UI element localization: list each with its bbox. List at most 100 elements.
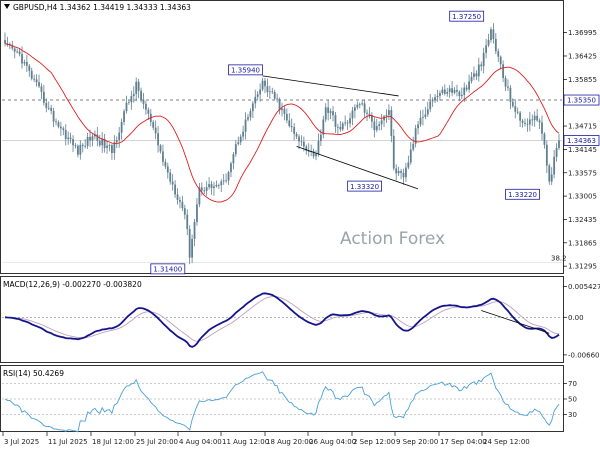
candle-body	[89, 136, 91, 141]
candle-body	[388, 110, 390, 115]
candle-body	[249, 111, 252, 118]
candle-body	[548, 165, 551, 182]
candle-body	[278, 99, 281, 111]
candle-body	[473, 73, 475, 77]
candle-body	[426, 109, 429, 115]
candle-body	[193, 221, 196, 239]
candle-body	[242, 131, 245, 137]
y-tick-label: 1.34715	[568, 123, 597, 131]
candle-body	[40, 86, 43, 92]
x-tick-label: 9 Sep 20:00	[396, 438, 438, 446]
candle-body	[443, 89, 446, 94]
main-panel-frame	[0, 0, 564, 274]
candle-body	[378, 124, 381, 127]
candle-body	[436, 95, 439, 98]
y-tick-label: 1.33005	[568, 193, 597, 201]
candle-body	[28, 65, 31, 71]
candle-body	[222, 180, 225, 182]
candle-body	[358, 104, 361, 106]
candle-body	[422, 116, 424, 118]
candle-body	[533, 115, 536, 121]
candle-body	[276, 98, 279, 100]
candle-body	[111, 145, 113, 153]
candle-body	[59, 126, 62, 129]
candle-body	[115, 140, 118, 143]
candle-body	[118, 132, 121, 141]
candle-body	[324, 107, 327, 120]
watermark: Action Forex	[340, 229, 445, 249]
candle-body	[317, 141, 320, 155]
candle-body	[390, 110, 393, 137]
candle-body	[198, 187, 201, 205]
candle-body	[128, 102, 130, 103]
candle-body	[373, 121, 376, 131]
candle-body	[315, 154, 317, 157]
candle-body	[402, 172, 405, 178]
candle-body	[300, 141, 303, 143]
y-tick-label: 1.36995	[568, 29, 597, 37]
candle-body	[465, 87, 468, 90]
candle-body	[103, 138, 106, 148]
candle-body	[171, 181, 174, 185]
candle-body	[407, 162, 410, 168]
candle-body	[412, 143, 415, 150]
x-tick-label: 17 Sep 04:00	[440, 438, 487, 446]
candle-body	[371, 115, 373, 122]
candle-body	[96, 134, 99, 141]
candle-body	[417, 124, 419, 129]
candle-body	[55, 121, 57, 123]
candle-body	[429, 101, 432, 110]
rsi-y-tick-label: 50	[568, 396, 577, 404]
candle-body	[477, 64, 480, 77]
candle-body	[441, 89, 444, 94]
candle-body	[254, 96, 257, 104]
candle-body	[322, 119, 325, 135]
candle-body	[45, 102, 48, 108]
candle-body	[208, 184, 211, 188]
candle-body	[439, 93, 441, 96]
candle-body	[353, 107, 356, 111]
candle-body	[499, 56, 502, 65]
candle-body	[494, 38, 497, 52]
candle-body	[210, 184, 213, 189]
y-tick-label: 1.35855	[568, 76, 597, 84]
candle-body	[147, 109, 150, 114]
candle-body	[227, 172, 230, 181]
candle-body	[281, 108, 283, 111]
candle-body	[456, 89, 458, 92]
candle-body	[453, 89, 456, 93]
candle-body	[203, 190, 206, 192]
candle-body	[266, 86, 269, 93]
y-tick-label: 1.31295	[568, 263, 597, 271]
candle-body	[550, 174, 553, 182]
candle-body	[405, 167, 407, 178]
candle-body	[339, 127, 342, 130]
candle-body	[528, 119, 531, 125]
candle-body	[247, 117, 249, 120]
candle-body	[176, 194, 179, 200]
candle-body	[419, 117, 422, 125]
y-tick-label: 1.31865	[568, 239, 597, 247]
triangle-down-icon[interactable]	[4, 4, 10, 9]
candle-body	[157, 133, 159, 146]
candle-body	[492, 29, 495, 39]
macd-panel-frame	[0, 276, 564, 363]
x-tick-label: 4 Aug 04:00	[179, 438, 222, 446]
candle-body	[186, 214, 189, 230]
candle-body	[545, 144, 548, 166]
candle-body	[50, 107, 53, 111]
price-tag-label: 1.35350	[567, 97, 596, 105]
candle-body	[463, 87, 466, 95]
candle-body	[33, 78, 36, 80]
candle-body	[555, 147, 558, 157]
x-tick-label: 18 Jul 12:00	[92, 438, 134, 446]
candle-body	[521, 120, 524, 123]
candle-body	[531, 119, 534, 121]
candle-body	[383, 116, 385, 121]
candle-body	[18, 51, 21, 55]
candle-body	[215, 185, 218, 187]
rsi-y-tick-label: 30	[568, 411, 577, 419]
candle-body	[234, 144, 237, 155]
price-tag-box	[563, 94, 600, 106]
moving-average-line	[4, 42, 560, 203]
